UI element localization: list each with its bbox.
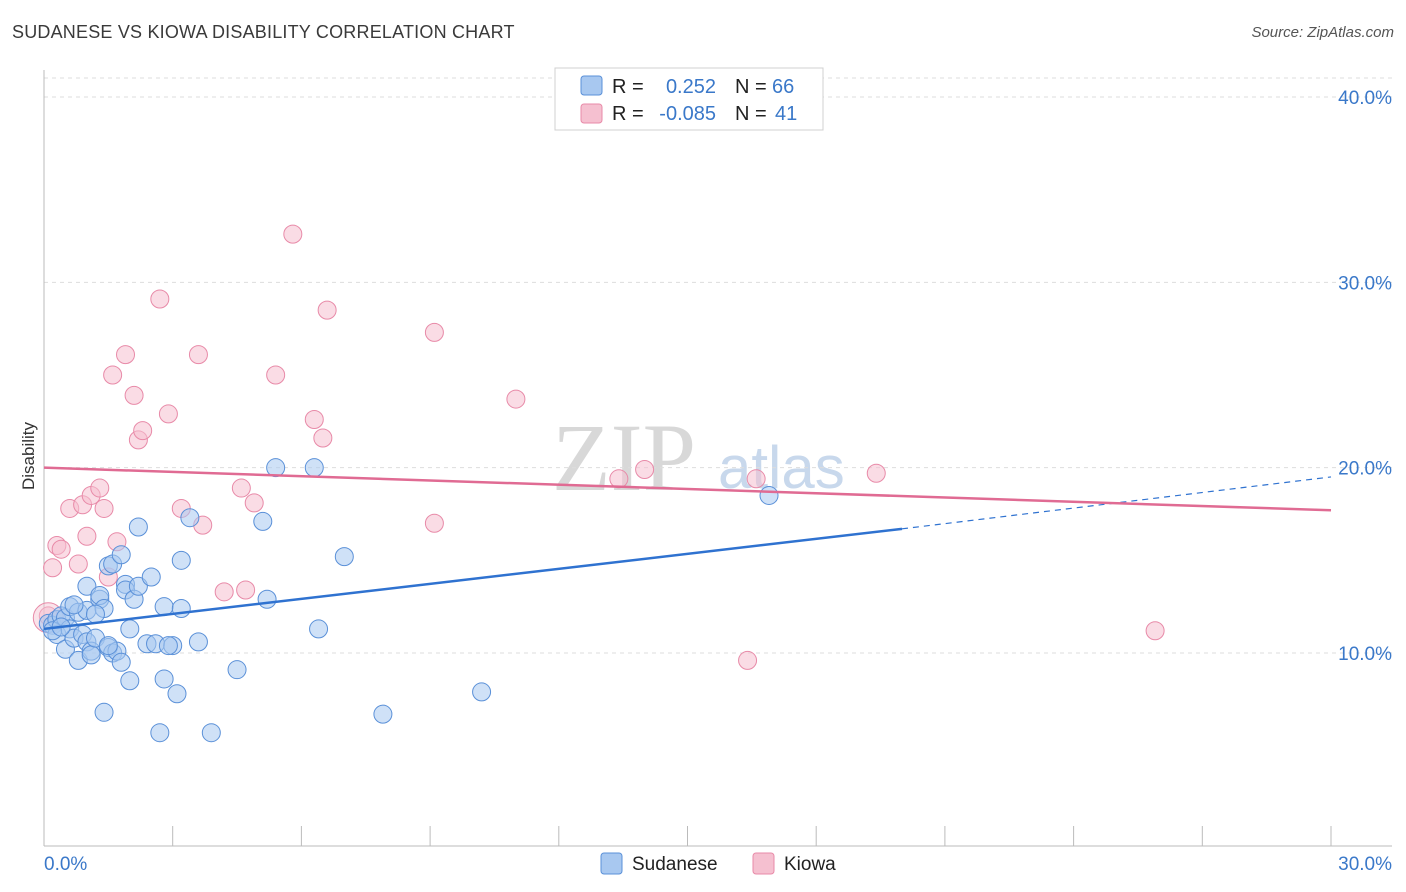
bottom-legend-label-sudanese: Sudanese bbox=[632, 854, 718, 875]
kiowa-point bbox=[506, 389, 526, 409]
chart-title: SUDANESE VS KIOWA DISABILITY CORRELATION… bbox=[12, 22, 515, 42]
sudanese-point bbox=[141, 567, 161, 587]
kiowa-point bbox=[424, 322, 444, 342]
sudanese-point bbox=[227, 660, 247, 680]
kiowa-point bbox=[188, 345, 208, 365]
sudanese-point bbox=[167, 684, 187, 704]
legend-swatch-kiowa bbox=[580, 103, 603, 124]
sudanese-point bbox=[77, 576, 97, 596]
kiowa-point bbox=[244, 493, 264, 513]
kiowa-point bbox=[424, 513, 444, 533]
source-label: Source: ZipAtlas.com bbox=[1251, 24, 1394, 41]
bottom-legend-swatch-sudanese bbox=[600, 852, 623, 875]
y-tick-label: 40.0% bbox=[1338, 88, 1392, 109]
series-legend: Sudanese Kiowa bbox=[600, 852, 836, 875]
x-tick-label-max: 30.0% bbox=[1338, 854, 1392, 875]
kiowa-point bbox=[124, 385, 144, 405]
kiowa-point bbox=[313, 428, 333, 448]
legend-n-value-sudanese: 66 bbox=[772, 76, 794, 98]
sudanese-point bbox=[111, 545, 131, 565]
legend-n-value-kiowa: 41 bbox=[775, 103, 797, 125]
kiowa-point bbox=[1145, 621, 1165, 641]
legend-r-value-kiowa: -0.085 bbox=[659, 103, 716, 125]
sudanese-point bbox=[154, 669, 174, 689]
y-tick-label: 30.0% bbox=[1338, 273, 1392, 294]
kiowa-point bbox=[635, 460, 655, 480]
sudanese-point bbox=[180, 508, 200, 528]
sudanese-point bbox=[81, 645, 101, 665]
sudanese-point bbox=[472, 682, 492, 702]
sudanese-point bbox=[128, 517, 148, 537]
y-tick-label: 10.0% bbox=[1338, 644, 1392, 665]
sudanese-point bbox=[257, 589, 277, 609]
sudanese-point bbox=[94, 702, 114, 722]
kiowa-point bbox=[609, 469, 629, 489]
trend-lines bbox=[43, 466, 1332, 631]
sudanese-point bbox=[111, 652, 131, 672]
kiowa-point bbox=[214, 582, 234, 602]
kiowa-point bbox=[43, 558, 63, 578]
sudanese-point bbox=[150, 723, 170, 743]
sudanese-point bbox=[120, 619, 140, 639]
x-tick-label-min: 0.0% bbox=[44, 854, 87, 875]
kiowa-point bbox=[317, 300, 337, 320]
kiowa-point bbox=[94, 498, 114, 518]
sudanese-point bbox=[373, 704, 393, 724]
sudanese-point bbox=[334, 547, 354, 567]
kiowa-point bbox=[51, 539, 71, 559]
kiowa-trend-line bbox=[43, 466, 1332, 512]
legend-r-value-sudanese: 0.252 bbox=[666, 76, 716, 98]
sudanese-point bbox=[201, 723, 221, 743]
watermark-zip: ZIP bbox=[552, 404, 696, 511]
kiowa-point bbox=[266, 365, 286, 385]
sudanese-point bbox=[120, 671, 140, 691]
sudanese-trend-line bbox=[43, 527, 903, 631]
kiowa-point bbox=[77, 526, 97, 546]
sudanese-point bbox=[171, 550, 191, 570]
kiowa-point bbox=[866, 463, 886, 483]
kiowa-point bbox=[133, 421, 153, 441]
gridlines bbox=[44, 77, 1392, 654]
sudanese-point bbox=[253, 511, 273, 531]
y-tick-label: 20.0% bbox=[1338, 459, 1392, 480]
sudanese-point bbox=[266, 458, 286, 478]
sudanese-points bbox=[38, 458, 779, 743]
kiowa-point bbox=[738, 650, 758, 670]
legend-r-label-kiowa: R = bbox=[612, 103, 644, 125]
sudanese-point bbox=[309, 619, 329, 639]
y-axis-label: Disability bbox=[19, 421, 38, 490]
kiowa-point bbox=[68, 554, 88, 574]
kiowa-point bbox=[150, 289, 170, 309]
legend-n-label-kiowa: N = bbox=[735, 103, 767, 125]
sudanese-point bbox=[98, 636, 118, 656]
kiowa-point bbox=[283, 224, 303, 244]
kiowa-point bbox=[116, 345, 136, 365]
y-tick-labels: 10.0% 20.0% 30.0% 40.0% bbox=[1338, 88, 1392, 665]
legend-n-label-sudanese: N = bbox=[735, 76, 767, 98]
correlation-legend: R = 0.252 N = 66 R = -0.085 N = 41 bbox=[554, 67, 824, 131]
kiowa-point bbox=[103, 365, 123, 385]
sudanese-point bbox=[188, 632, 208, 652]
bottom-legend-label-kiowa: Kiowa bbox=[784, 854, 836, 875]
legend-swatch-sudanese bbox=[580, 75, 603, 96]
sudanese-point bbox=[158, 636, 178, 656]
kiowa-point bbox=[304, 409, 324, 429]
kiowa-point bbox=[158, 404, 178, 424]
bottom-legend-swatch-kiowa bbox=[752, 852, 775, 875]
sudanese-point bbox=[85, 604, 105, 624]
kiowa-point bbox=[236, 580, 256, 600]
kiowa-point bbox=[746, 469, 766, 489]
sudanese-point bbox=[64, 595, 84, 615]
legend-r-label-sudanese: R = bbox=[612, 76, 644, 98]
sudanese-point bbox=[759, 485, 779, 505]
sudanese-point bbox=[304, 458, 324, 478]
kiowa-point bbox=[231, 478, 251, 498]
sudanese-point bbox=[128, 576, 148, 596]
kiowa-point bbox=[90, 478, 110, 498]
x-axis-tick-marks bbox=[43, 826, 1332, 846]
